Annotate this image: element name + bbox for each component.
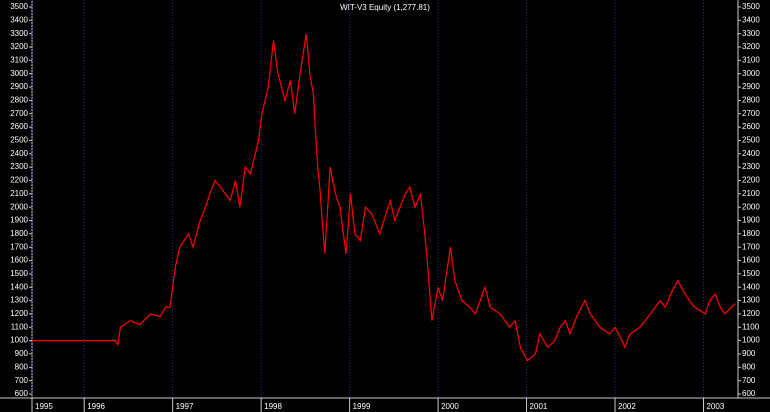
y2-tick-label: 2000 xyxy=(742,202,760,211)
y-tick-label: 2100 xyxy=(10,189,28,198)
y-tick-label: 1400 xyxy=(10,282,28,291)
y2-tick-label: 2800 xyxy=(742,96,760,105)
chart-title: WIT-V3 Equity (1,277.81) xyxy=(340,3,430,12)
y2-tick-label: 600 xyxy=(742,389,756,398)
y-tick-label: 2500 xyxy=(10,136,28,145)
x-tick-label: 1999 xyxy=(353,402,371,411)
y2-tick-label: 2200 xyxy=(742,176,760,185)
y-tick-label: 1100 xyxy=(11,322,29,331)
x-tick-label: 2002 xyxy=(618,402,636,411)
y-tick-label: 1700 xyxy=(10,242,28,251)
y-tick-label: 800 xyxy=(15,362,29,371)
y-tick-label: 3200 xyxy=(10,42,28,51)
equity-line xyxy=(32,33,736,362)
y-tick-label: 1500 xyxy=(10,269,28,278)
y-tick-label: 1300 xyxy=(10,296,28,305)
y-tick-label: 3500 xyxy=(10,2,28,11)
y2-tick-label: 1600 xyxy=(742,256,760,265)
y2-tick-label: 1200 xyxy=(742,309,760,318)
y2-tick-label: 2700 xyxy=(742,109,760,118)
y2-tick-label: 1500 xyxy=(742,269,760,278)
y2-tick-label: 1000 xyxy=(742,336,760,345)
y-tick-label: 1900 xyxy=(10,216,28,225)
y2-tick-label: 3400 xyxy=(742,15,760,24)
y2-tick-label: 1100 xyxy=(742,322,760,331)
x-tick-label: 1996 xyxy=(87,402,105,411)
y-tick-label: 900 xyxy=(15,349,29,358)
y-tick-label: 600 xyxy=(15,389,29,398)
x-tick-label: 1995 xyxy=(35,402,53,411)
y2-tick-label: 2600 xyxy=(742,122,760,131)
y2-tick-label: 1400 xyxy=(742,282,760,291)
y2-tick-label: 900 xyxy=(742,349,756,358)
y-tick-label: 2800 xyxy=(10,96,28,105)
y2-tick-label: 2400 xyxy=(742,149,760,158)
y-tick-label: 2900 xyxy=(10,82,28,91)
y-tick-label: 2600 xyxy=(10,122,28,131)
y2-tick-label: 1700 xyxy=(742,242,760,251)
y-tick-label: 1800 xyxy=(10,229,28,238)
y2-tick-label: 3000 xyxy=(742,69,760,78)
y-tick-label: 2200 xyxy=(10,176,28,185)
x-tick-label: 2001 xyxy=(530,402,548,411)
y-tick-label: 3300 xyxy=(10,29,28,38)
y-tick-label: 1200 xyxy=(10,309,28,318)
y-tick-label: 1600 xyxy=(10,256,28,265)
y2-tick-label: 2900 xyxy=(742,82,760,91)
y2-tick-label: 2300 xyxy=(742,162,760,171)
y2-tick-label: 3100 xyxy=(742,55,760,64)
y-tick-label: 2300 xyxy=(10,162,28,171)
y-tick-label: 3000 xyxy=(10,69,28,78)
y2-tick-label: 800 xyxy=(742,362,756,371)
y-tick-label: 1000 xyxy=(10,336,28,345)
y2-tick-label: 3300 xyxy=(742,29,760,38)
y2-tick-label: 1900 xyxy=(742,216,760,225)
y2-tick-label: 1800 xyxy=(742,229,760,238)
x-tick-label: 2003 xyxy=(706,402,724,411)
y-tick-label: 2700 xyxy=(10,109,28,118)
y2-tick-label: 700 xyxy=(742,376,756,385)
x-tick-label: 1998 xyxy=(264,402,282,411)
y-tick-label: 2400 xyxy=(10,149,28,158)
y2-tick-label: 2100 xyxy=(742,189,760,198)
y2-tick-label: 3200 xyxy=(742,42,760,51)
y-tick-label: 2000 xyxy=(10,202,28,211)
x-tick-label: 1997 xyxy=(176,402,194,411)
y-tick-label: 3400 xyxy=(10,15,28,24)
x-tick-label: 2000 xyxy=(441,402,459,411)
y-tick-label: 700 xyxy=(15,376,29,385)
y2-tick-label: 2500 xyxy=(742,136,760,145)
y2-tick-label: 3500 xyxy=(742,2,760,11)
y2-tick-label: 1300 xyxy=(742,296,760,305)
y-tick-label: 3100 xyxy=(10,55,28,64)
